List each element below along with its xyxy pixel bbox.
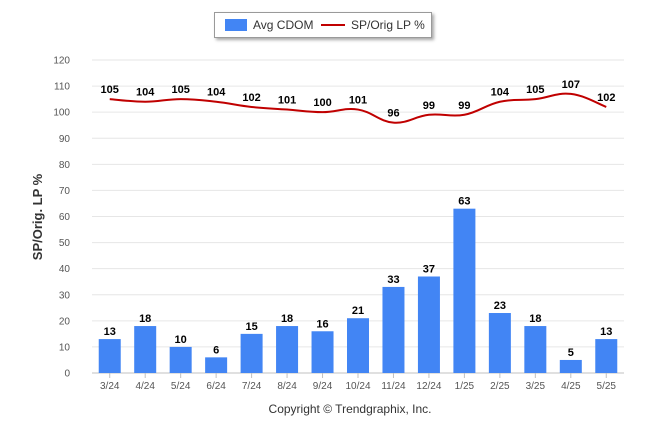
bar bbox=[417, 276, 440, 373]
bar bbox=[98, 339, 121, 373]
bar-value-label: 6 bbox=[213, 344, 219, 356]
bar-value-label: 18 bbox=[139, 313, 151, 325]
x-tick-label: 7/24 bbox=[242, 381, 262, 392]
x-tick-label: 5/24 bbox=[171, 381, 191, 392]
bar-value-label: 63 bbox=[458, 196, 470, 208]
bar bbox=[382, 286, 405, 373]
bar bbox=[205, 357, 228, 373]
bar bbox=[276, 326, 299, 373]
x-tick-label: 4/24 bbox=[135, 381, 155, 392]
bar bbox=[311, 331, 334, 373]
y-tick-label: 90 bbox=[59, 134, 71, 145]
y-tick-label: 0 bbox=[64, 369, 70, 380]
legend-label-avg-cdom: Avg CDOM bbox=[253, 18, 314, 32]
legend: Avg CDOM SP/Orig LP % bbox=[214, 12, 432, 38]
line-value-label: 104 bbox=[207, 87, 226, 99]
x-tick-label: 10/24 bbox=[345, 381, 370, 392]
x-tick-label: 9/24 bbox=[313, 381, 333, 392]
legend-line-swatch bbox=[321, 24, 345, 26]
line-data-labels: 105 104 105 104 102 101 100 101 96 99 99 104 105 107 1… bbox=[101, 79, 616, 120]
y-tick-label: 50 bbox=[59, 238, 71, 249]
bar-value-label: 15 bbox=[245, 321, 257, 333]
line-value-label: 101 bbox=[278, 95, 296, 107]
bar bbox=[524, 326, 547, 373]
line-value-label: 96 bbox=[387, 108, 399, 120]
y-tick-label: 60 bbox=[59, 212, 71, 223]
y-tick-label: 30 bbox=[59, 290, 71, 301]
x-tick-label: 12/24 bbox=[416, 381, 441, 392]
gridlines bbox=[92, 59, 624, 348]
x-tick-label: 6/24 bbox=[206, 381, 226, 392]
y-axis-label: SP/Orig. LP % bbox=[30, 173, 45, 260]
line-value-label: 104 bbox=[136, 87, 155, 99]
bar-value-label: 18 bbox=[529, 313, 541, 325]
bar-value-label: 23 bbox=[494, 300, 506, 312]
y-tick-label: 80 bbox=[59, 160, 71, 171]
x-tick-label: 5/25 bbox=[597, 381, 617, 392]
bar bbox=[347, 318, 369, 373]
x-tick-label: 2/25 bbox=[490, 381, 510, 392]
y-tick-label: 110 bbox=[54, 82, 70, 93]
x-tick-label: 4/25 bbox=[561, 381, 581, 392]
line-value-label: 99 bbox=[423, 100, 435, 112]
x-tick-label: 3/25 bbox=[526, 381, 546, 392]
bar-series bbox=[98, 208, 618, 373]
bar bbox=[488, 313, 511, 373]
legend-label-sp-orig-lp: SP/Orig LP % bbox=[351, 18, 425, 32]
x-tick-label: 1/25 bbox=[455, 381, 475, 392]
y-tick-label: 10 bbox=[59, 342, 71, 353]
line-value-label: 107 bbox=[562, 79, 580, 91]
legend-bar-swatch bbox=[225, 19, 247, 31]
y-tick-label: 120 bbox=[53, 56, 70, 67]
x-axis-ticks: 3/24 4/24 5/24 6/24 7/24 8/24 9/24 10/24 11/24 12… bbox=[100, 373, 616, 392]
bar-value-label: 37 bbox=[423, 263, 435, 275]
bar bbox=[134, 326, 157, 373]
x-tick-label: 3/24 bbox=[100, 381, 120, 392]
line-value-label: 105 bbox=[526, 84, 544, 96]
bar-value-label: 16 bbox=[316, 318, 328, 330]
x-tick-label: 8/24 bbox=[277, 381, 297, 392]
bar-value-label: 13 bbox=[600, 326, 612, 338]
line-value-label: 102 bbox=[242, 92, 260, 104]
y-tick-label: 70 bbox=[59, 186, 71, 197]
bar-value-label: 5 bbox=[568, 347, 574, 359]
bar-value-label: 21 bbox=[352, 305, 364, 317]
bar bbox=[559, 359, 582, 373]
bar bbox=[240, 333, 263, 373]
y-tick-label: 100 bbox=[53, 108, 70, 119]
bar-value-label: 13 bbox=[104, 326, 116, 338]
line-value-label: 101 bbox=[349, 95, 367, 107]
bar-value-label: 10 bbox=[175, 334, 187, 346]
line-value-label: 99 bbox=[458, 100, 470, 112]
y-tick-label: 40 bbox=[59, 264, 71, 275]
bar-value-label: 18 bbox=[281, 313, 293, 325]
y-tick-label: 20 bbox=[59, 316, 71, 327]
bar bbox=[595, 339, 618, 373]
y-axis-ticks: 0 10 20 30 40 50 60 70 80 90 100 110 120 bbox=[53, 56, 70, 380]
bar-data-labels: 13 18 10 6 15 18 16 21 33 37 63 23 18 5 13 bbox=[104, 196, 613, 359]
x-tick-label: 11/24 bbox=[381, 381, 406, 392]
line-value-label: 105 bbox=[171, 84, 189, 96]
bar bbox=[453, 208, 476, 373]
copyright-footer: Copyright © Trendgraphix, Inc. bbox=[268, 402, 432, 416]
line-value-label: 105 bbox=[101, 84, 119, 96]
line-value-label: 100 bbox=[313, 97, 331, 109]
line-value-label: 102 bbox=[597, 92, 615, 104]
bar bbox=[169, 346, 192, 373]
line-series bbox=[109, 92, 607, 124]
bar-value-label: 33 bbox=[387, 274, 399, 286]
line-value-label: 104 bbox=[491, 87, 510, 99]
